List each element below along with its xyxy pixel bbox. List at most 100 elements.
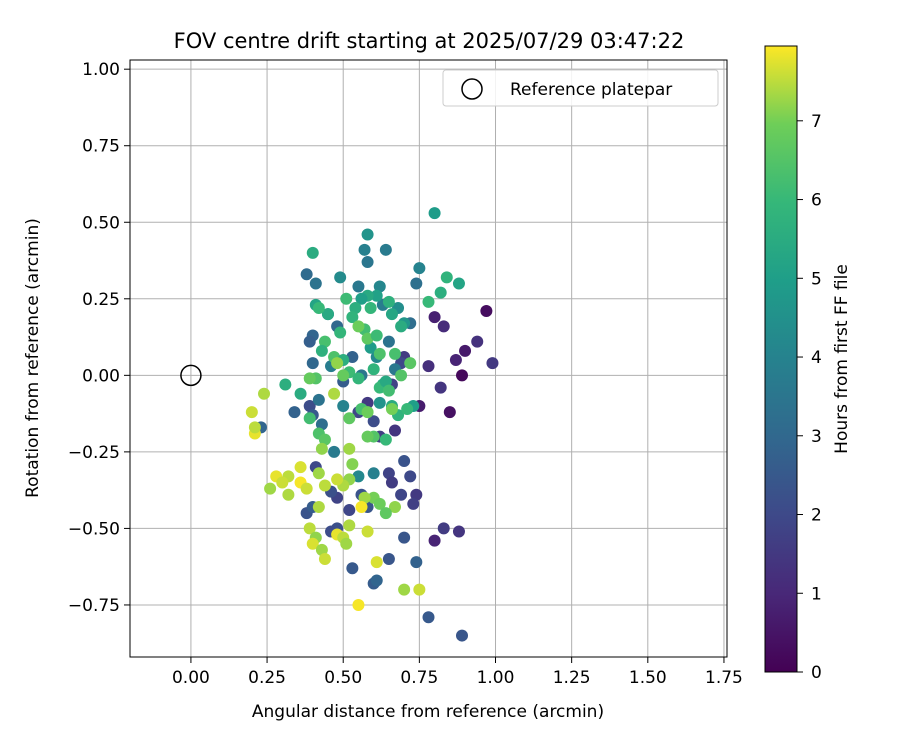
y-axis-label: Rotation from reference (arcmin)	[23, 218, 43, 498]
legend-box	[442, 69, 719, 107]
data-point	[388, 347, 401, 360]
data-point	[303, 412, 316, 425]
y-axis-ticks: −0.75 −0.50 −0.25 0.00 0.25 0.50 0.75 1.00	[68, 60, 130, 616]
data-point	[382, 553, 395, 566]
data-point	[315, 543, 328, 556]
x-tick-label: 1.50	[629, 668, 667, 688]
grid	[130, 60, 727, 657]
data-point	[318, 433, 331, 446]
data-point	[361, 406, 374, 419]
data-point	[385, 308, 398, 321]
colorbar: 0 1 2 3 4 5 6 7 Hours from first FF file	[764, 45, 852, 683]
data-point	[337, 369, 350, 382]
data-point	[312, 301, 325, 314]
data-point	[373, 497, 386, 510]
data-point	[352, 280, 365, 293]
legend-marker-reference	[461, 78, 483, 100]
data-point	[258, 387, 271, 400]
data-point	[312, 467, 325, 480]
data-point	[364, 301, 377, 314]
data-point	[321, 308, 334, 321]
data-point	[480, 305, 493, 318]
data-point	[382, 467, 395, 480]
data-point	[428, 311, 441, 324]
data-point	[300, 482, 313, 495]
colorbar-ticks: 0 1 2 3 4 5 6 7	[797, 112, 822, 683]
data-point	[294, 387, 307, 400]
data-point	[245, 406, 258, 419]
x-tick-label: 1.00	[477, 668, 515, 688]
data-point	[370, 556, 383, 569]
colorbar-tick-label: 1	[811, 584, 822, 604]
data-point	[309, 277, 322, 290]
y-tick-label: 0.00	[82, 366, 120, 386]
data-point	[410, 277, 423, 290]
data-point	[355, 292, 368, 305]
data-point	[328, 387, 341, 400]
chart-title: FOV centre drift starting at 2025/07/29 …	[174, 29, 685, 53]
data-point	[413, 583, 426, 596]
data-point	[300, 268, 313, 281]
data-point	[352, 470, 365, 483]
data-point	[428, 534, 441, 547]
data-point	[440, 271, 453, 284]
data-point	[471, 335, 484, 348]
data-point	[370, 329, 383, 342]
data-point	[318, 479, 331, 492]
data-point	[306, 537, 319, 550]
data-point	[334, 326, 347, 339]
data-point	[379, 375, 392, 388]
colorbar-tick-label: 0	[811, 663, 822, 683]
data-point	[379, 243, 392, 256]
colorbar-tick-label: 4	[811, 348, 822, 368]
data-point	[352, 320, 365, 333]
data-point	[282, 488, 295, 501]
data-point	[288, 406, 301, 419]
data-point	[364, 341, 377, 354]
y-tick-label: −0.25	[68, 443, 120, 463]
data-point	[337, 399, 350, 412]
data-point	[422, 360, 435, 373]
data-point	[410, 556, 423, 569]
colorbar-tick-label: 3	[811, 427, 822, 447]
y-tick-label: 0.50	[82, 213, 120, 233]
data-point	[398, 455, 411, 468]
colorbar-tick-label: 6	[811, 191, 822, 211]
x-tick-label: 0.75	[400, 668, 438, 688]
data-point	[358, 243, 371, 256]
y-tick-label: 0.75	[82, 137, 120, 157]
data-point	[410, 488, 423, 501]
legend-label-reference: Reference platepar	[510, 80, 672, 100]
data-point	[306, 357, 319, 370]
data-point	[434, 286, 447, 299]
data-point	[401, 403, 414, 416]
data-point	[452, 277, 465, 290]
data-point	[404, 357, 417, 370]
data-point	[370, 289, 383, 302]
y-tick-label: −0.50	[68, 519, 120, 539]
x-tick-label: 1.25	[553, 668, 591, 688]
data-point	[331, 473, 344, 486]
data-point	[422, 611, 435, 624]
reference-platepar-marker	[180, 364, 202, 387]
data-point	[343, 412, 356, 425]
data-point	[343, 519, 356, 532]
data-point	[331, 357, 344, 370]
data-point	[452, 525, 465, 538]
data-point	[388, 500, 401, 513]
data-point	[294, 461, 307, 474]
data-point	[346, 350, 359, 363]
data-points	[245, 207, 499, 642]
data-point	[395, 488, 408, 501]
data-point	[395, 320, 408, 333]
data-point	[248, 421, 261, 434]
data-point	[361, 256, 374, 269]
data-point	[459, 344, 472, 357]
data-point	[413, 262, 426, 275]
data-point	[334, 271, 347, 284]
data-point	[315, 344, 328, 357]
data-point	[379, 507, 392, 520]
data-point	[352, 372, 365, 385]
data-point	[349, 301, 362, 314]
